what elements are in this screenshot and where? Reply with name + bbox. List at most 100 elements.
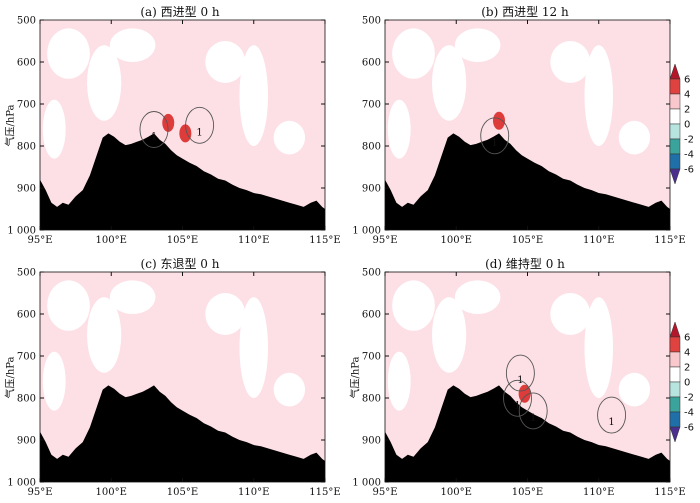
colorbar-bottom: 6 4 2 0 -2 -4 -6 <box>668 316 700 456</box>
x-tick-label-2: 105°E <box>167 487 198 498</box>
y-tick-label-2: 700 <box>17 100 36 111</box>
colorbar-label-4: -2 <box>684 393 694 404</box>
x-tick-label-4: 115°E <box>309 487 340 498</box>
colorbar-label-1: 4 <box>684 90 690 101</box>
x-tick-label-4: 115°E <box>654 487 685 498</box>
y-tick-label-1: 600 <box>17 58 36 69</box>
colorbar-segment-2 <box>669 93 681 110</box>
neutral-region-5 <box>618 120 651 155</box>
colorbar-segment-3 <box>669 366 681 383</box>
panel-a-ylabel: 气压/hPa <box>5 104 17 147</box>
neutral-region-0 <box>47 280 90 331</box>
neutral-region-4 <box>205 41 246 83</box>
contour-label-0-0: 1 <box>492 138 498 149</box>
x-tick-label-4: 115°E <box>654 235 685 246</box>
y-tick-label-4: 900 <box>17 184 36 195</box>
terrain-mask <box>40 133 325 230</box>
y-tick-label-1: 600 <box>362 310 381 321</box>
y-tick-label-1: 600 <box>362 58 381 69</box>
x-tick-label-4: 115°E <box>309 235 340 246</box>
colorbar-label-2: 2 <box>684 363 690 374</box>
colorbar-segment-1 <box>669 336 681 353</box>
panel-a: 1 1 95°E 100°E 105°E 110°E 115°E 500 600 700 800 90… <box>0 0 345 250</box>
neutral-region-4 <box>205 293 246 335</box>
colorbar-bottom-svg: 6 4 2 0 -2 -4 -6 <box>669 321 694 443</box>
colorbar-label-3: 0 <box>684 378 690 389</box>
x-tick-label-1: 100°E <box>441 487 472 498</box>
colorbar-segment-5 <box>669 396 681 413</box>
panel-c-ylabel: 气压/hPa <box>5 356 17 399</box>
neutral-region-0 <box>392 28 435 79</box>
panel-d-ylabel: 气压/hPa <box>350 356 362 399</box>
panel-b: 1 95°E 100°E 105°E 110°E 115°E 500 600 700 800 900… <box>345 0 690 250</box>
colorbar-label-6: -6 <box>684 423 694 434</box>
neutral-region-5 <box>273 120 306 155</box>
colorbar-extend-max <box>669 321 681 338</box>
y-tick-label-4: 900 <box>362 436 381 447</box>
y-tick-label-5: 1 000 <box>7 226 36 237</box>
colorbar-label-4: -2 <box>684 135 694 146</box>
x-tick-label-1: 100°E <box>96 235 127 246</box>
neutral-region-2 <box>109 280 156 314</box>
x-tick-label-0: 95°E <box>372 235 397 246</box>
neutral-region-5 <box>618 372 651 407</box>
x-tick-label-3: 110°E <box>583 235 614 246</box>
x-tick-label-3: 110°E <box>583 487 614 498</box>
neutral-region-2 <box>454 280 501 314</box>
terrain-mask <box>40 385 325 482</box>
neutral-region-4 <box>550 41 591 83</box>
neutral-region-3 <box>584 297 613 398</box>
colorbar-top: 6 4 2 0 -2 -4 -6 <box>668 58 700 198</box>
panel-c: 95°E 100°E 105°E 110°E 115°E 500 600 700 800 900 1… <box>0 252 345 502</box>
panel-b-title: (b) 西进型 12 h <box>481 5 569 19</box>
x-tick-label-0: 95°E <box>27 235 52 246</box>
neutral-region-2 <box>454 28 501 62</box>
x-tick-label-1: 100°E <box>441 235 472 246</box>
contour-line-0-0 <box>505 354 535 392</box>
colorbar-segment-3 <box>669 108 681 125</box>
colorbar-segment-1 <box>669 78 681 95</box>
colorbar-label-0: 6 <box>684 333 690 344</box>
panel-d-plot: 111 195°E 100°E 105°E 110°E 115°E500600700800… <box>352 268 685 499</box>
x-tick-label-2: 105°E <box>512 487 543 498</box>
neutral-region-1 <box>432 45 467 121</box>
contour-line-0-1 <box>185 106 215 144</box>
contour-line-0-3 <box>597 396 627 434</box>
neutral-region-3 <box>239 45 268 146</box>
x-tick-label-0: 95°E <box>27 487 52 498</box>
y-tick-label-4: 900 <box>17 436 36 447</box>
colorbar-segment-6 <box>669 153 681 170</box>
panel-c-plot: 95°E 100°E 105°E 110°E 115°E 500 600 700 800 900 1… <box>7 268 340 499</box>
colorbar-label-1: 4 <box>684 348 690 359</box>
neutral-region-6 <box>42 351 66 411</box>
colorbar-top-svg: 6 4 2 0 -2 -4 -6 <box>669 63 694 185</box>
neutral-region-0 <box>47 28 90 79</box>
y-tick-label-3: 800 <box>362 394 381 405</box>
y-tick-label-0: 500 <box>362 268 381 279</box>
neutral-region-1 <box>87 45 122 121</box>
colorbar-label-3: 0 <box>684 120 690 131</box>
y-tick-label-2: 700 <box>362 100 381 111</box>
neutral-region-6 <box>387 351 411 411</box>
neutral-region-4 <box>550 293 591 335</box>
y-tick-label-4: 900 <box>362 184 381 195</box>
colorbar-label-2: 2 <box>684 105 690 116</box>
y-tick-label-2: 700 <box>362 352 381 363</box>
neutral-region-6 <box>387 99 411 159</box>
x-tick-label-2: 105°E <box>167 235 198 246</box>
contour-label-0-1: 1 <box>196 127 202 138</box>
y-tick-label-3: 800 <box>17 142 36 153</box>
panel-b-plot: 1 95°E 100°E 105°E 110°E 115°E 500 600 700 800 900… <box>352 16 685 247</box>
contour-label-0-2: 1 <box>530 413 536 424</box>
y-tick-label-0: 500 <box>17 16 36 27</box>
positive-core-0-1 <box>179 124 192 143</box>
colorbar-extend-min <box>669 426 681 443</box>
y-tick-label-5: 1 000 <box>352 478 381 489</box>
x-tick-label-3: 110°E <box>238 235 269 246</box>
neutral-region-3 <box>239 297 268 398</box>
contour-label-0-0: 1 <box>151 132 157 143</box>
panel-c-title: (c) 东退型 0 h <box>140 257 220 271</box>
contour-label-0-1: 1 <box>514 400 520 411</box>
x-tick-label-2: 105°E <box>512 235 543 246</box>
neutral-region-2 <box>109 28 156 62</box>
